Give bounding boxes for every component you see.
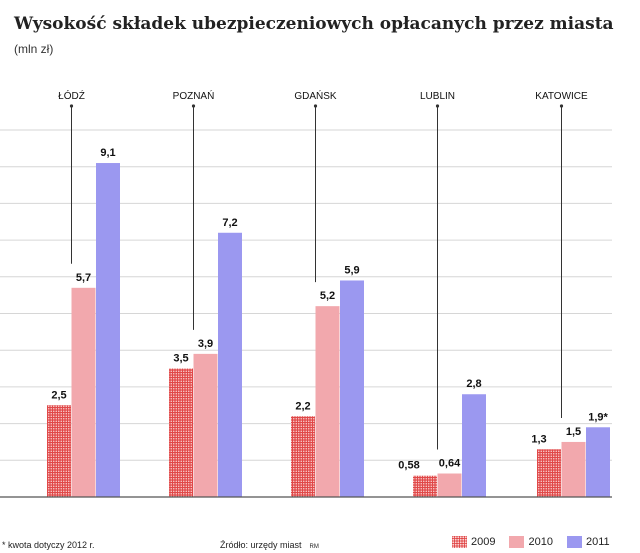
legend: 2009 2010 2011	[452, 536, 610, 548]
value-label: 9,1	[100, 147, 115, 159]
value-label: 5,9	[344, 264, 359, 276]
legend-item-2009: 2009	[452, 536, 495, 548]
legend-label-2010: 2010	[528, 536, 553, 548]
bar-2009	[291, 416, 315, 497]
bar-2010	[315, 306, 340, 497]
chart-title: Wysokość składek ubezpieczeniowych opłac…	[14, 14, 614, 34]
leader-dot	[435, 104, 440, 108]
legend-item-2010: 2010	[509, 536, 553, 548]
source-text: Źródło: urzędy miast	[220, 540, 302, 550]
leader-dot	[313, 104, 318, 108]
city-labels: ŁÓDŹ POZNAŃ GDAŃSK LUBLIN KATOWICE	[58, 89, 588, 102]
source-tag: RM	[309, 544, 319, 550]
legend-label-2011: 2011	[585, 536, 610, 548]
value-label: 2,2	[295, 400, 310, 412]
bar-2011	[340, 280, 364, 497]
city-label: POZNAŃ	[173, 89, 215, 102]
legend-label-2009: 2009	[471, 536, 496, 548]
chart-subtitle: (mln zł)	[14, 42, 54, 56]
value-label: 5,2	[320, 290, 335, 302]
leader-dot	[559, 104, 564, 108]
leader-dot	[191, 104, 196, 108]
bar-2011	[586, 427, 610, 497]
bar-2010	[437, 473, 462, 497]
bar-2011	[462, 394, 486, 497]
value-label: 2,5	[51, 389, 66, 401]
bar-2010	[561, 441, 586, 497]
value-label: 3,9	[198, 338, 213, 350]
value-label: 2,8	[466, 378, 481, 390]
city-leader-lines	[69, 104, 564, 450]
bar-2010	[193, 353, 218, 497]
legend-item-2011: 2011	[566, 536, 610, 548]
value-labels: 2,5 5,7 9,1 3,5 3,9 7,2 2,2 5,2 5,9 0,58 0,64 2,8 1,…	[51, 147, 608, 472]
footnote: * kwota dotyczy 2012 r.	[2, 540, 95, 550]
city-label: GDAŃSK	[294, 89, 337, 102]
bar-2009	[537, 449, 561, 497]
bar-2010	[71, 287, 96, 497]
value-label: 0,64	[439, 458, 461, 470]
leader-dot	[69, 104, 74, 108]
city-label: KATOWICE	[535, 91, 588, 102]
value-label: 0,58	[398, 460, 419, 472]
value-label: 5,7	[76, 272, 91, 284]
bar-2011	[218, 232, 242, 497]
legend-swatch-2010	[509, 536, 525, 548]
legend-swatch-2011	[566, 536, 582, 548]
value-label: 1,9*	[588, 411, 608, 423]
value-label: 7,2	[222, 217, 237, 229]
bars	[47, 163, 610, 497]
bar-2009	[47, 405, 71, 497]
legend-swatch-2009	[452, 536, 467, 548]
value-label: 3,5	[173, 353, 188, 365]
city-label: ŁÓDŹ	[58, 89, 85, 102]
bar-2011	[96, 163, 120, 497]
bar-2009	[169, 368, 193, 497]
source-note: Źródło: urzędy miast RM	[220, 540, 319, 550]
city-label: LUBLIN	[420, 91, 455, 102]
value-label: 1,5	[566, 426, 581, 438]
bar-2009	[413, 475, 437, 497]
value-label: 1,3	[531, 433, 546, 445]
